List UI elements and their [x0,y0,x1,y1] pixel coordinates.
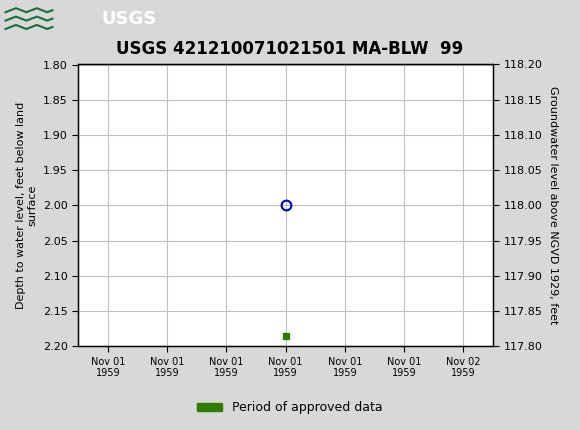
Y-axis label: Groundwater level above NGVD 1929, feet: Groundwater level above NGVD 1929, feet [548,86,558,325]
Text: USGS: USGS [102,10,157,28]
Legend: Period of approved data: Period of approved data [192,396,388,419]
Text: USGS 421210071021501 MA-BLW  99: USGS 421210071021501 MA-BLW 99 [117,40,463,58]
Y-axis label: Depth to water level, feet below land
surface: Depth to water level, feet below land su… [16,102,38,309]
